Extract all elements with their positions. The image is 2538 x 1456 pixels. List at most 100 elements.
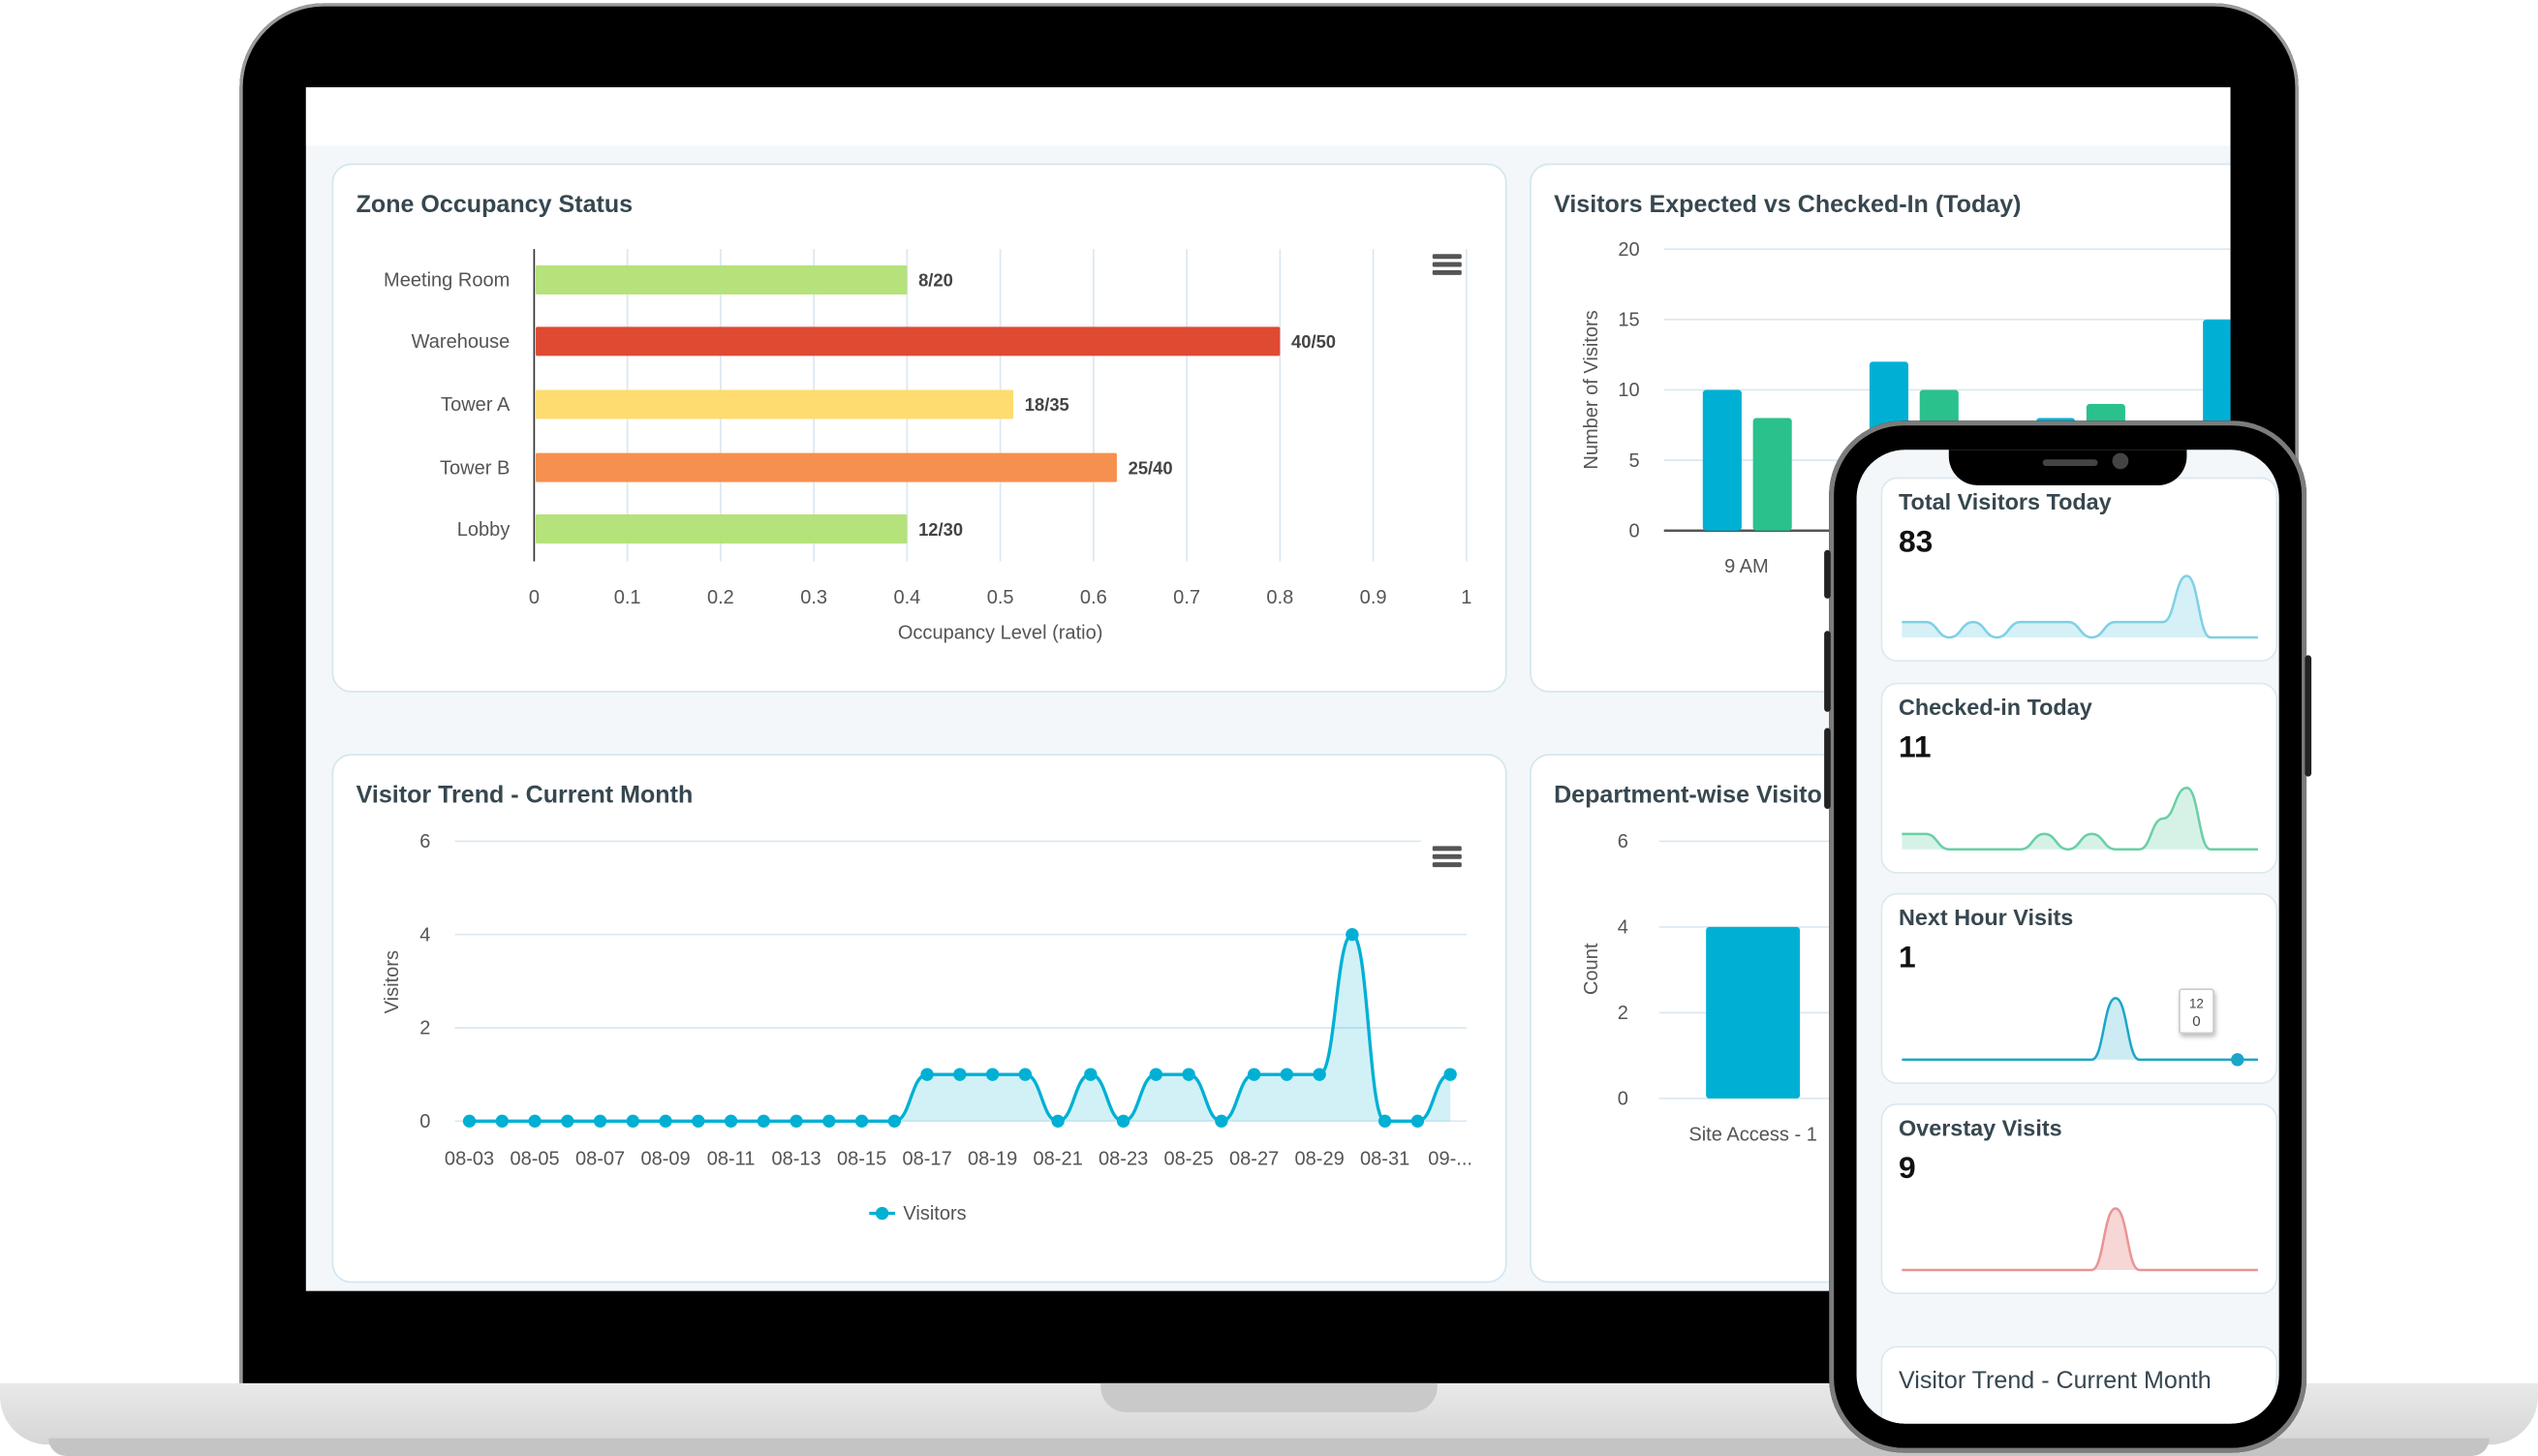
x-tick-label: 08-19 <box>968 1148 1017 1169</box>
phone-notch <box>1948 449 2187 485</box>
sparkline-line <box>1902 787 2258 852</box>
sparkline-fill <box>1902 788 2258 850</box>
data-point <box>1051 1114 1065 1128</box>
phone-side-button <box>1824 549 1831 599</box>
data-point <box>626 1114 640 1128</box>
data-point <box>1149 1068 1163 1081</box>
kpi-label: Checked-in Today <box>1898 694 2092 721</box>
x-tick-label: 08-07 <box>575 1148 625 1169</box>
y-tick-label: 2 <box>419 1018 430 1039</box>
kpi-label: Next Hour Visits <box>1898 904 2074 931</box>
camera-icon <box>2112 452 2129 470</box>
y-tick-label: 10 <box>1618 380 1639 401</box>
data-label: 12/30 <box>918 519 963 540</box>
bar <box>536 264 908 294</box>
data-point <box>1443 1068 1457 1081</box>
bar <box>536 389 1014 419</box>
kpi-label: Total Visitors Today <box>1898 488 2112 515</box>
sparkline <box>1902 1207 2258 1272</box>
data-point <box>1280 1068 1294 1081</box>
sparkline-line <box>1902 1207 2258 1272</box>
y-tick-label: 15 <box>1618 310 1639 331</box>
card-title: Visitors Expected vs Checked-In (Today) <box>1554 191 2022 219</box>
kpi-card-next-hour: Next Hour Visits 1 12 0 <box>1880 892 2277 1084</box>
data-point <box>1182 1068 1195 1081</box>
sparkline <box>1902 574 2258 639</box>
x-tick-label: 08-21 <box>1033 1148 1082 1169</box>
phone-side-button <box>1824 631 1831 712</box>
x-tick-label: 1 <box>1461 587 1471 608</box>
kpi-card-overstay: Overstay Visits 9 <box>1880 1102 2277 1294</box>
y-tick-label: 2 <box>1618 1003 1628 1024</box>
x-tick-label: 0 <box>529 587 540 608</box>
y-axis-title: Visitors <box>382 950 403 1013</box>
bar <box>536 452 1117 482</box>
sparkline <box>1902 997 2258 1067</box>
phone-screen: Total Visitors Today 83 Checked-in Today… <box>1856 449 2279 1424</box>
x-tick-label: 08-23 <box>1099 1148 1148 1169</box>
x-tick-label: 08-03 <box>445 1148 494 1169</box>
data-point <box>724 1114 738 1128</box>
data-point <box>953 1068 967 1081</box>
data-point <box>495 1114 510 1128</box>
visitor-trend-card-mobile: Visitor Trend - Current Month <box>1880 1346 2277 1424</box>
phone-speaker <box>2042 459 2098 466</box>
x-tick-label: 9 AM <box>1724 556 1769 577</box>
phone-power-button <box>2305 655 2312 777</box>
data-label: 25/40 <box>1129 457 1173 478</box>
sparkline-line <box>1902 997 2258 1062</box>
data-point <box>593 1114 607 1128</box>
x-tick-label: 08-29 <box>1295 1148 1345 1169</box>
data-point <box>1410 1114 1425 1128</box>
x-tick-label: 08-25 <box>1163 1148 1213 1169</box>
sparkline-fill <box>1902 1208 2258 1270</box>
kpi-label: Overstay Visits <box>1898 1114 2062 1141</box>
sparkline <box>1902 787 2258 852</box>
x-tick-label: 0.2 <box>707 587 734 608</box>
bar <box>536 514 908 544</box>
area-fill <box>469 934 1451 1122</box>
tooltip-y: 0 <box>2192 1012 2201 1030</box>
y-tick-label: 0 <box>1618 1089 1628 1110</box>
data-label: 18/35 <box>1025 394 1069 415</box>
data-point <box>1215 1114 1228 1128</box>
data-point <box>1116 1114 1130 1128</box>
y-axis-title: Count <box>1581 943 1602 995</box>
y-tick-label: 20 <box>1618 239 1639 261</box>
y-tick-label: 0 <box>419 1111 430 1132</box>
data-point <box>692 1114 705 1128</box>
hamburger-menu-icon[interactable] <box>1432 846 1462 868</box>
card-title: Visitor Trend - Current Month <box>1898 1367 2212 1395</box>
kpi-value: 9 <box>1898 1152 1916 1187</box>
data-point <box>920 1068 934 1081</box>
phone-side-button <box>1824 728 1831 809</box>
data-label: 8/20 <box>918 270 953 291</box>
x-tick-label: 08-05 <box>510 1148 559 1169</box>
x-tick-label: 08-27 <box>1229 1148 1279 1169</box>
x-tick-label: 0.6 <box>1080 587 1107 608</box>
data-point <box>854 1114 869 1128</box>
sparkline-fill <box>1902 575 2258 637</box>
data-point <box>528 1114 542 1128</box>
x-tick-label: 0.4 <box>893 587 920 608</box>
x-tick-label: 08-17 <box>902 1148 951 1169</box>
y-tick-label: 5 <box>1628 450 1639 472</box>
y-axis-title: Number of Visitors <box>1581 310 1602 469</box>
kpi-value: 1 <box>1898 941 1916 976</box>
data-point <box>985 1068 1000 1081</box>
x-tick-label: 09-... <box>1428 1148 1472 1169</box>
y-tick-label: 6 <box>1618 831 1628 852</box>
hamburger-menu-icon[interactable] <box>1432 254 1462 276</box>
y-tick-label: 4 <box>1618 917 1628 939</box>
data-point <box>822 1114 836 1128</box>
data-point <box>757 1114 771 1128</box>
x-tick-label: 0.9 <box>1360 587 1387 608</box>
y-tick-label: Tower B <box>440 457 510 479</box>
x-axis-title: Occupancy Level (ratio) <box>898 623 1103 644</box>
data-point <box>462 1114 477 1128</box>
data-point <box>1313 1068 1326 1081</box>
top-bar <box>305 87 2231 146</box>
card-title: Department-wise Visito <box>1554 781 1822 809</box>
x-tick-label: 0.5 <box>987 587 1014 608</box>
